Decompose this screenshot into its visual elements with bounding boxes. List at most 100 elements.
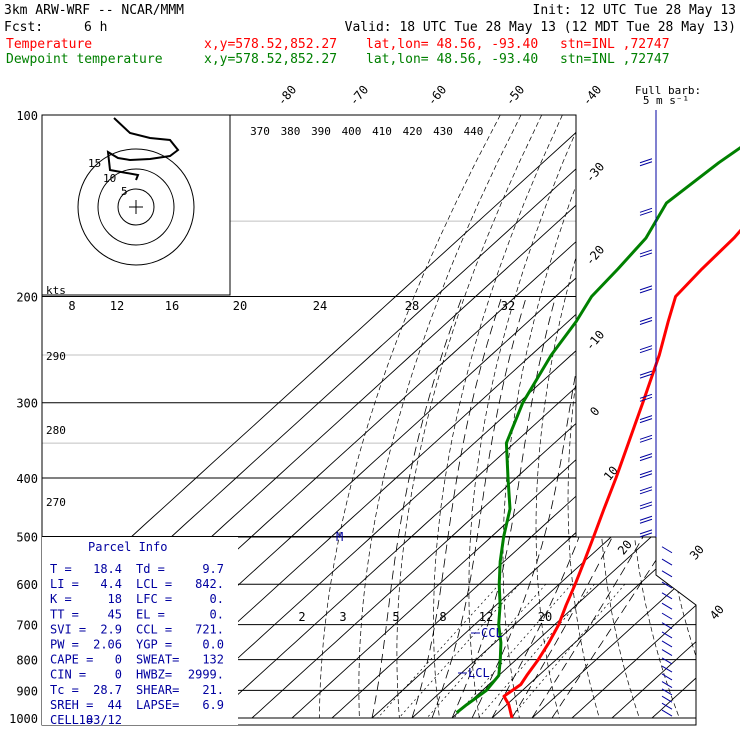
theta-e-label-440: 440 <box>464 125 484 138</box>
dry-adiabat-370 <box>714 115 740 718</box>
lcl-label: LCL <box>468 666 490 680</box>
wind-barb-flag <box>639 320 653 325</box>
pressure-tick-100: 100 <box>16 109 38 123</box>
wind-barb <box>639 529 653 535</box>
wind-barb-low <box>661 592 673 600</box>
hodograph-ring-1 <box>117 188 155 226</box>
dry-adiabat-290 <box>468 115 584 719</box>
wind-barb-flag <box>639 396 653 402</box>
dry-adiabat-label-280: 280 <box>46 424 66 437</box>
wind-barb-flag <box>639 373 653 379</box>
parcel-cell: 9.7 <box>202 562 224 576</box>
fcst-label: Fcst: <box>4 20 43 35</box>
parcel-cell: SHEAR= <box>136 683 179 697</box>
parcel-cell: HWBZ= <box>136 668 172 682</box>
isotherm--10 <box>371 115 696 719</box>
parcel-cell: 4.4 <box>100 577 122 591</box>
wind-barb-flag <box>639 210 653 216</box>
parcel-cell: 0.0 <box>202 638 224 652</box>
wind-barb-flag <box>639 348 653 354</box>
mixing-ratio-5 <box>426 583 547 719</box>
parcel-cell: 6.9 <box>202 698 224 712</box>
wind-barb <box>639 317 653 322</box>
wind-barb-low <box>661 688 673 696</box>
mixing-ratio-lower-label-20: 20 <box>538 610 552 624</box>
wind-barb <box>639 486 653 492</box>
dry-adiabat-330 <box>598 115 667 719</box>
pressure-tick-700: 700 <box>16 619 38 633</box>
parcel-cell: SVI = <box>50 622 86 636</box>
dry-adiabat-350 <box>657 115 696 719</box>
mixing-ratio-12 <box>478 583 595 719</box>
theta-e-label-380: 380 <box>281 125 301 138</box>
dry-adiabat-300 <box>502 115 605 719</box>
temperature-xy: x,y=578.52,852.27 <box>204 37 337 52</box>
parcel-cell: 2999. <box>188 668 224 682</box>
parcel-cell: TT = <box>50 607 79 621</box>
dewpoint-latlon: lat,lon= 48.56, -93.40 <box>366 52 538 67</box>
parcel-cell: CIN = <box>50 668 86 682</box>
sounding-series <box>455 146 740 719</box>
temperature-line <box>502 228 740 719</box>
dry-adiabat-270 <box>396 115 543 719</box>
parcel-info-rows: T = 18.4 Td = 9.7 LI = 4.4 LCL = 842. K = 18 LFC =… <box>50 562 224 727</box>
valid-time: Valid: 18 UTC Tue 28 May 13 (12 MDT Tue … <box>345 20 736 35</box>
mixing-ratio-upper-label-32: 32 <box>501 299 515 313</box>
parcel-cell: 18 <box>108 592 122 606</box>
wind-barb-flag <box>639 504 653 510</box>
parcel-cell: LCL = <box>136 577 172 591</box>
wind-barb <box>639 249 653 255</box>
isotherm-label--60: -60 <box>425 83 450 109</box>
mixing-ratio-lower-label-12: 12 <box>479 610 493 624</box>
parcel-cell: 0 <box>115 653 122 667</box>
wind-barb-flag <box>639 418 653 424</box>
wind-barb <box>639 393 653 399</box>
wind-barb <box>639 207 653 213</box>
mixing-ratio-lower-label-2: 2 <box>298 610 305 624</box>
theta-e-label-400: 400 <box>342 125 362 138</box>
hodograph-ring-3 <box>77 148 195 266</box>
mixing-ratio-20 <box>510 583 626 719</box>
pressure-tick-800: 800 <box>16 654 38 668</box>
parcel-cell: Tc = <box>50 683 79 697</box>
wind-barb <box>639 515 653 521</box>
isotherm--20 <box>331 115 696 719</box>
dry-adiabat-label-270: 270 <box>46 496 66 509</box>
pressure-tick-200: 200 <box>16 291 38 305</box>
barb-key-line2: 5 m s⁻¹ <box>643 94 689 107</box>
wind-barb-low <box>661 640 673 648</box>
wind-barb <box>639 370 653 376</box>
temperature-legend: Temperature <box>6 37 92 52</box>
ccl-label: CCL <box>481 626 503 640</box>
parcel-cell: 44 <box>108 698 122 712</box>
dry-adiabat-360 <box>686 115 696 719</box>
wind-barb-low <box>661 709 673 717</box>
wind-barb-low <box>661 681 673 688</box>
dry-adiabat-310 <box>535 115 625 719</box>
mixing-ratio-upper-label-16: 16 <box>165 299 179 313</box>
theta-e-label-420: 420 <box>403 125 423 138</box>
parcel-cell: 0 <box>115 668 122 682</box>
parcel-cell: 2.9 <box>100 622 122 636</box>
parcel-cell: 18.4 <box>93 562 122 576</box>
isotherm-label--50: -50 <box>503 83 528 109</box>
parcel-cell: 28.7 <box>93 683 122 697</box>
moist-adiabat-35 <box>551 296 696 719</box>
moist-adiabat-30 <box>531 296 696 719</box>
wind-barb-low <box>661 546 673 554</box>
dewpoint-line <box>455 146 740 714</box>
hodograph-units-label: kts <box>46 284 66 297</box>
wind-barb-flag <box>639 473 653 479</box>
wind-barb <box>639 345 653 351</box>
wind-barb-low <box>661 558 673 566</box>
parcel-cell: K = <box>50 592 72 606</box>
dewpoint-xy: x,y=578.52,852.27 <box>204 52 337 67</box>
dry-adiabat-280 <box>433 115 563 719</box>
parcel-cell: T = <box>50 562 72 576</box>
hodograph-ring-label-1: 5 <box>121 185 128 198</box>
wind-barb <box>639 285 653 291</box>
hodograph-trace <box>106 117 180 181</box>
wind-barb <box>639 470 653 476</box>
isotherm-label--20: -20 <box>583 243 608 269</box>
